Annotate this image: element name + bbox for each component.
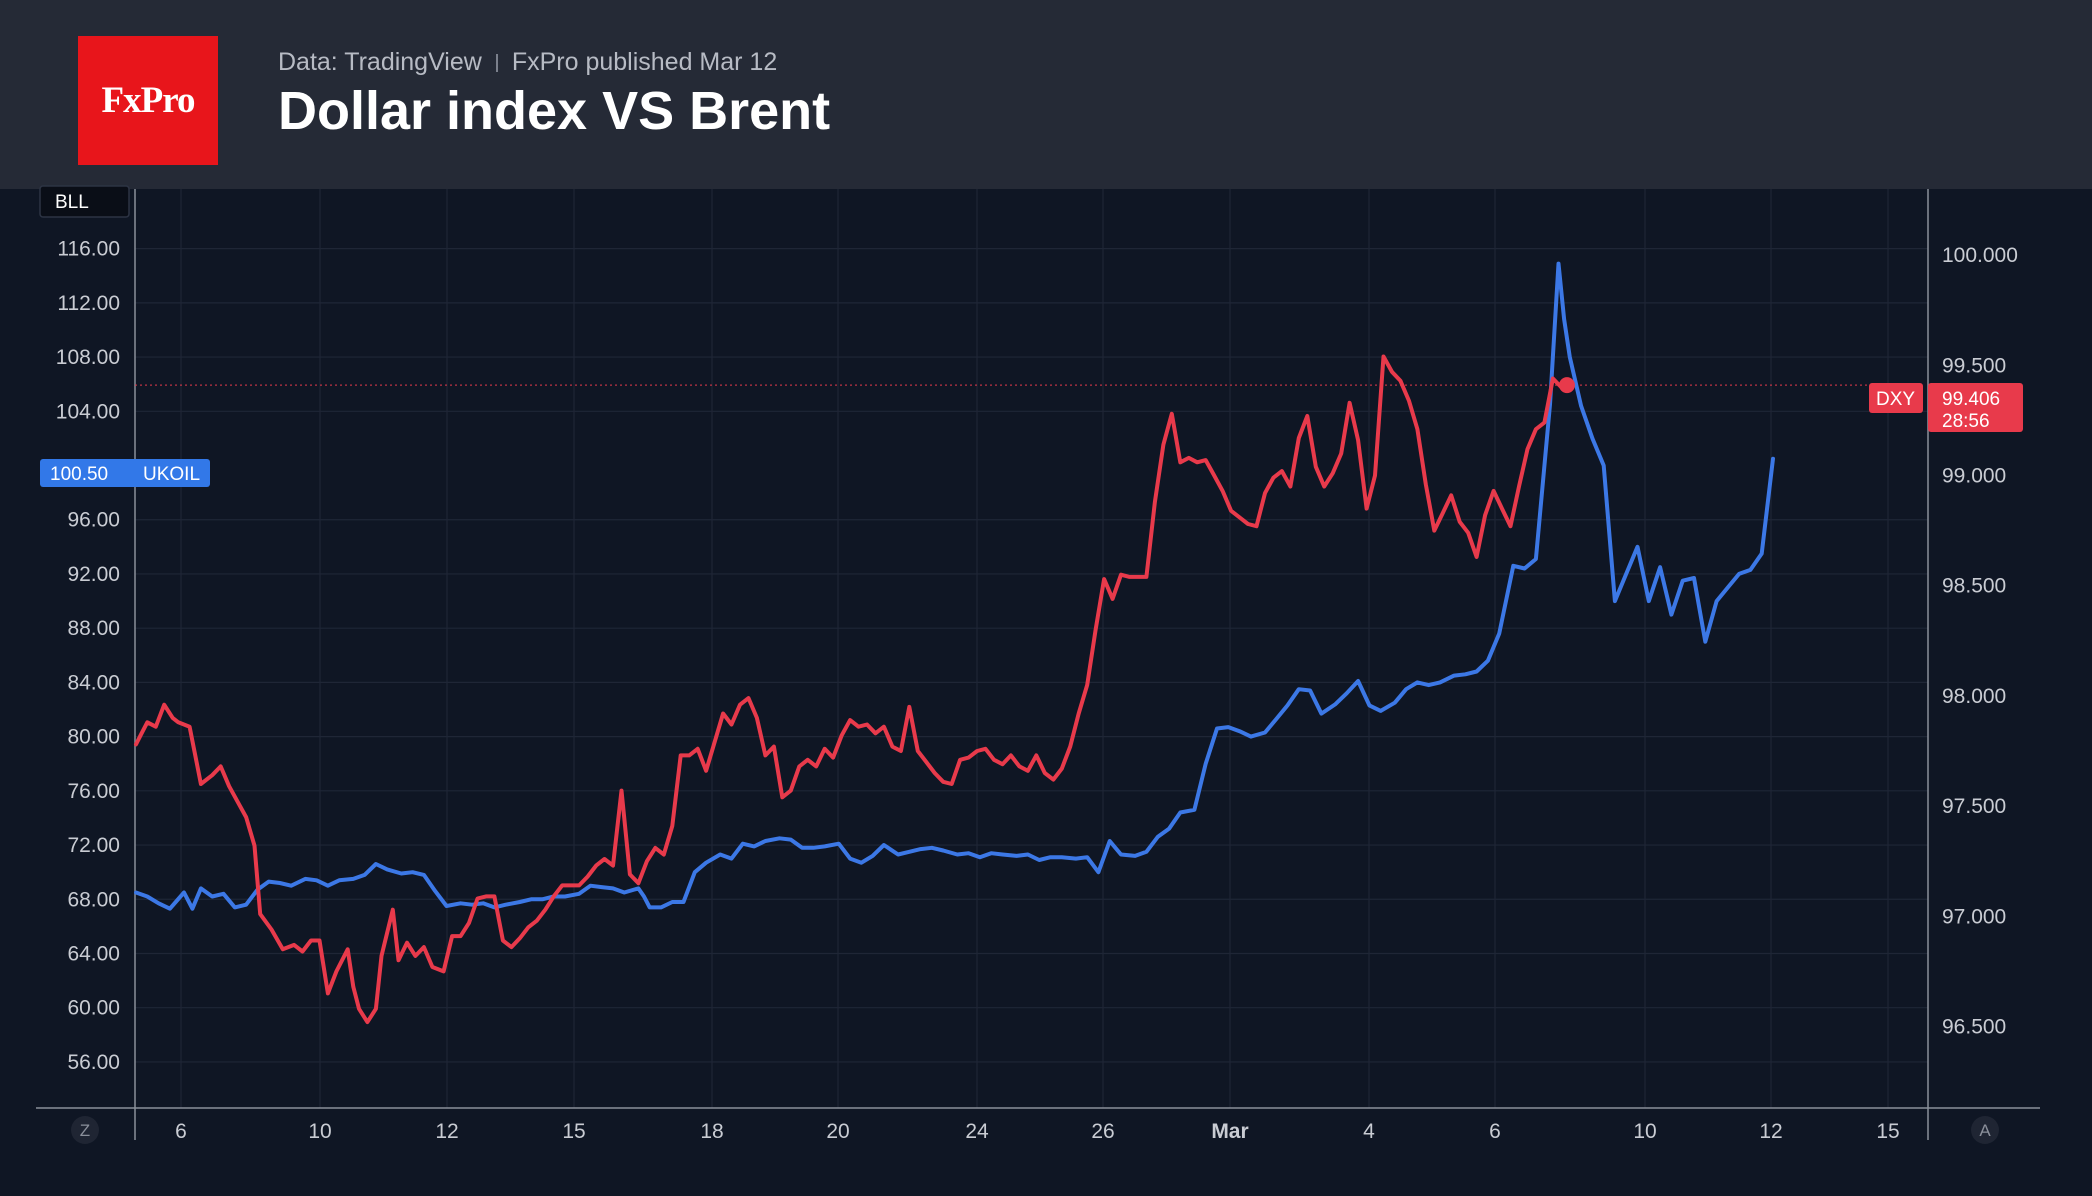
series-line-ukoil xyxy=(134,261,1775,911)
dxy-last-value: 99.406 xyxy=(1942,389,2000,410)
right-tick-label: 97.500 xyxy=(1942,795,2006,818)
left-tick-label: 88.00 xyxy=(67,617,120,640)
x-axis-ticks: 6 10 12 15 18 20 24 26 Mar 4 6 10 12 15 xyxy=(175,1120,1900,1143)
right-tick-label: 100.000 xyxy=(1942,244,2018,267)
right-tick-label: 99.500 xyxy=(1942,354,2006,377)
left-tick-label: 112.00 xyxy=(57,292,120,315)
axis-frame xyxy=(36,189,2040,1140)
left-tick-label: 116.00 xyxy=(57,238,120,261)
series-line-dxy xyxy=(134,354,1569,1025)
chart-title: Dollar index VS Brent xyxy=(278,81,831,141)
ukoil-last-value: 100.50 xyxy=(50,464,108,485)
x-tick-label: 10 xyxy=(1633,1120,1656,1143)
corner-right-label: A xyxy=(1979,1121,1991,1140)
dxy-countdown: 28:56 xyxy=(1942,411,1990,432)
left-tick-label: 60.00 xyxy=(67,997,120,1020)
right-axis-ticks: 100.000 99.500 99.000 98.500 98.000 97.500 97.… xyxy=(1942,244,2018,1038)
series-layer xyxy=(134,261,1775,1025)
left-tick-label: 80.00 xyxy=(67,726,120,749)
separator xyxy=(495,53,498,72)
left-tick-label: 96.00 xyxy=(67,509,120,532)
x-tick-label: 26 xyxy=(1091,1120,1114,1143)
left-tick-label: 84.00 xyxy=(67,671,120,694)
x-tick-label: 18 xyxy=(700,1120,723,1143)
x-tick-label: 4 xyxy=(1363,1120,1375,1143)
published-info: FxPro published Mar 12 xyxy=(511,48,778,76)
ukoil-series-name: UKOIL xyxy=(143,464,200,485)
left-tick-label: 64.00 xyxy=(67,942,120,965)
left-axis-label-tag: BLL xyxy=(39,185,130,218)
left-tick-label: 72.00 xyxy=(67,834,120,857)
chart-header: FxPro Data: TradingView FxPro published … xyxy=(0,0,2092,189)
x-tick-label: 12 xyxy=(435,1120,458,1143)
dxy-value-tag: DXY 99.406 28:56 xyxy=(1869,383,2023,432)
x-tick-label: 24 xyxy=(965,1120,989,1143)
right-tick-label: 98.000 xyxy=(1942,685,2006,708)
x-tick-label: Mar xyxy=(1211,1120,1248,1143)
left-tick-label: 68.00 xyxy=(67,888,120,911)
x-tick-label: 10 xyxy=(308,1120,331,1143)
right-tick-label: 96.500 xyxy=(1942,1015,2006,1038)
x-tick-label: 15 xyxy=(1876,1120,1899,1143)
x-tick-label: 6 xyxy=(1489,1120,1501,1143)
left-tick-label: 104.00 xyxy=(56,400,120,423)
right-tick-label: 98.500 xyxy=(1942,575,2006,598)
left-tick-label: 56.00 xyxy=(67,1051,120,1074)
corner-left-button[interactable]: Z xyxy=(71,1116,99,1144)
x-tick-label: 12 xyxy=(1759,1120,1782,1143)
left-tick-label: 76.00 xyxy=(67,780,120,803)
x-tick-label: 20 xyxy=(826,1120,849,1143)
left-axis-label: BLL xyxy=(55,192,89,213)
data-source: Data: TradingView xyxy=(278,48,482,76)
fxpro-logo: FxPro xyxy=(78,36,218,165)
left-tick-label: 108.00 xyxy=(56,346,120,369)
right-tick-label: 97.000 xyxy=(1942,905,2006,928)
source-line: Data: TradingView FxPro published Mar 12 xyxy=(278,48,777,77)
corner-right-button[interactable]: A xyxy=(1971,1116,1999,1144)
x-tick-label: 6 xyxy=(175,1120,187,1143)
dxy-series-name: DXY xyxy=(1876,389,1915,410)
corner-left-label: Z xyxy=(80,1121,90,1140)
right-tick-label: 99.000 xyxy=(1942,464,2006,487)
left-tick-label: 92.00 xyxy=(67,563,120,586)
grid-layer xyxy=(135,189,1928,1108)
ukoil-value-tag: 100.50 UKOIL xyxy=(40,459,210,487)
left-axis-ticks: 116.00 112.00 108.00 104.00 96.00 92.00 88.00 8… xyxy=(56,238,120,1074)
dxy-last-point xyxy=(1558,377,1575,394)
x-tick-label: 15 xyxy=(562,1120,585,1143)
